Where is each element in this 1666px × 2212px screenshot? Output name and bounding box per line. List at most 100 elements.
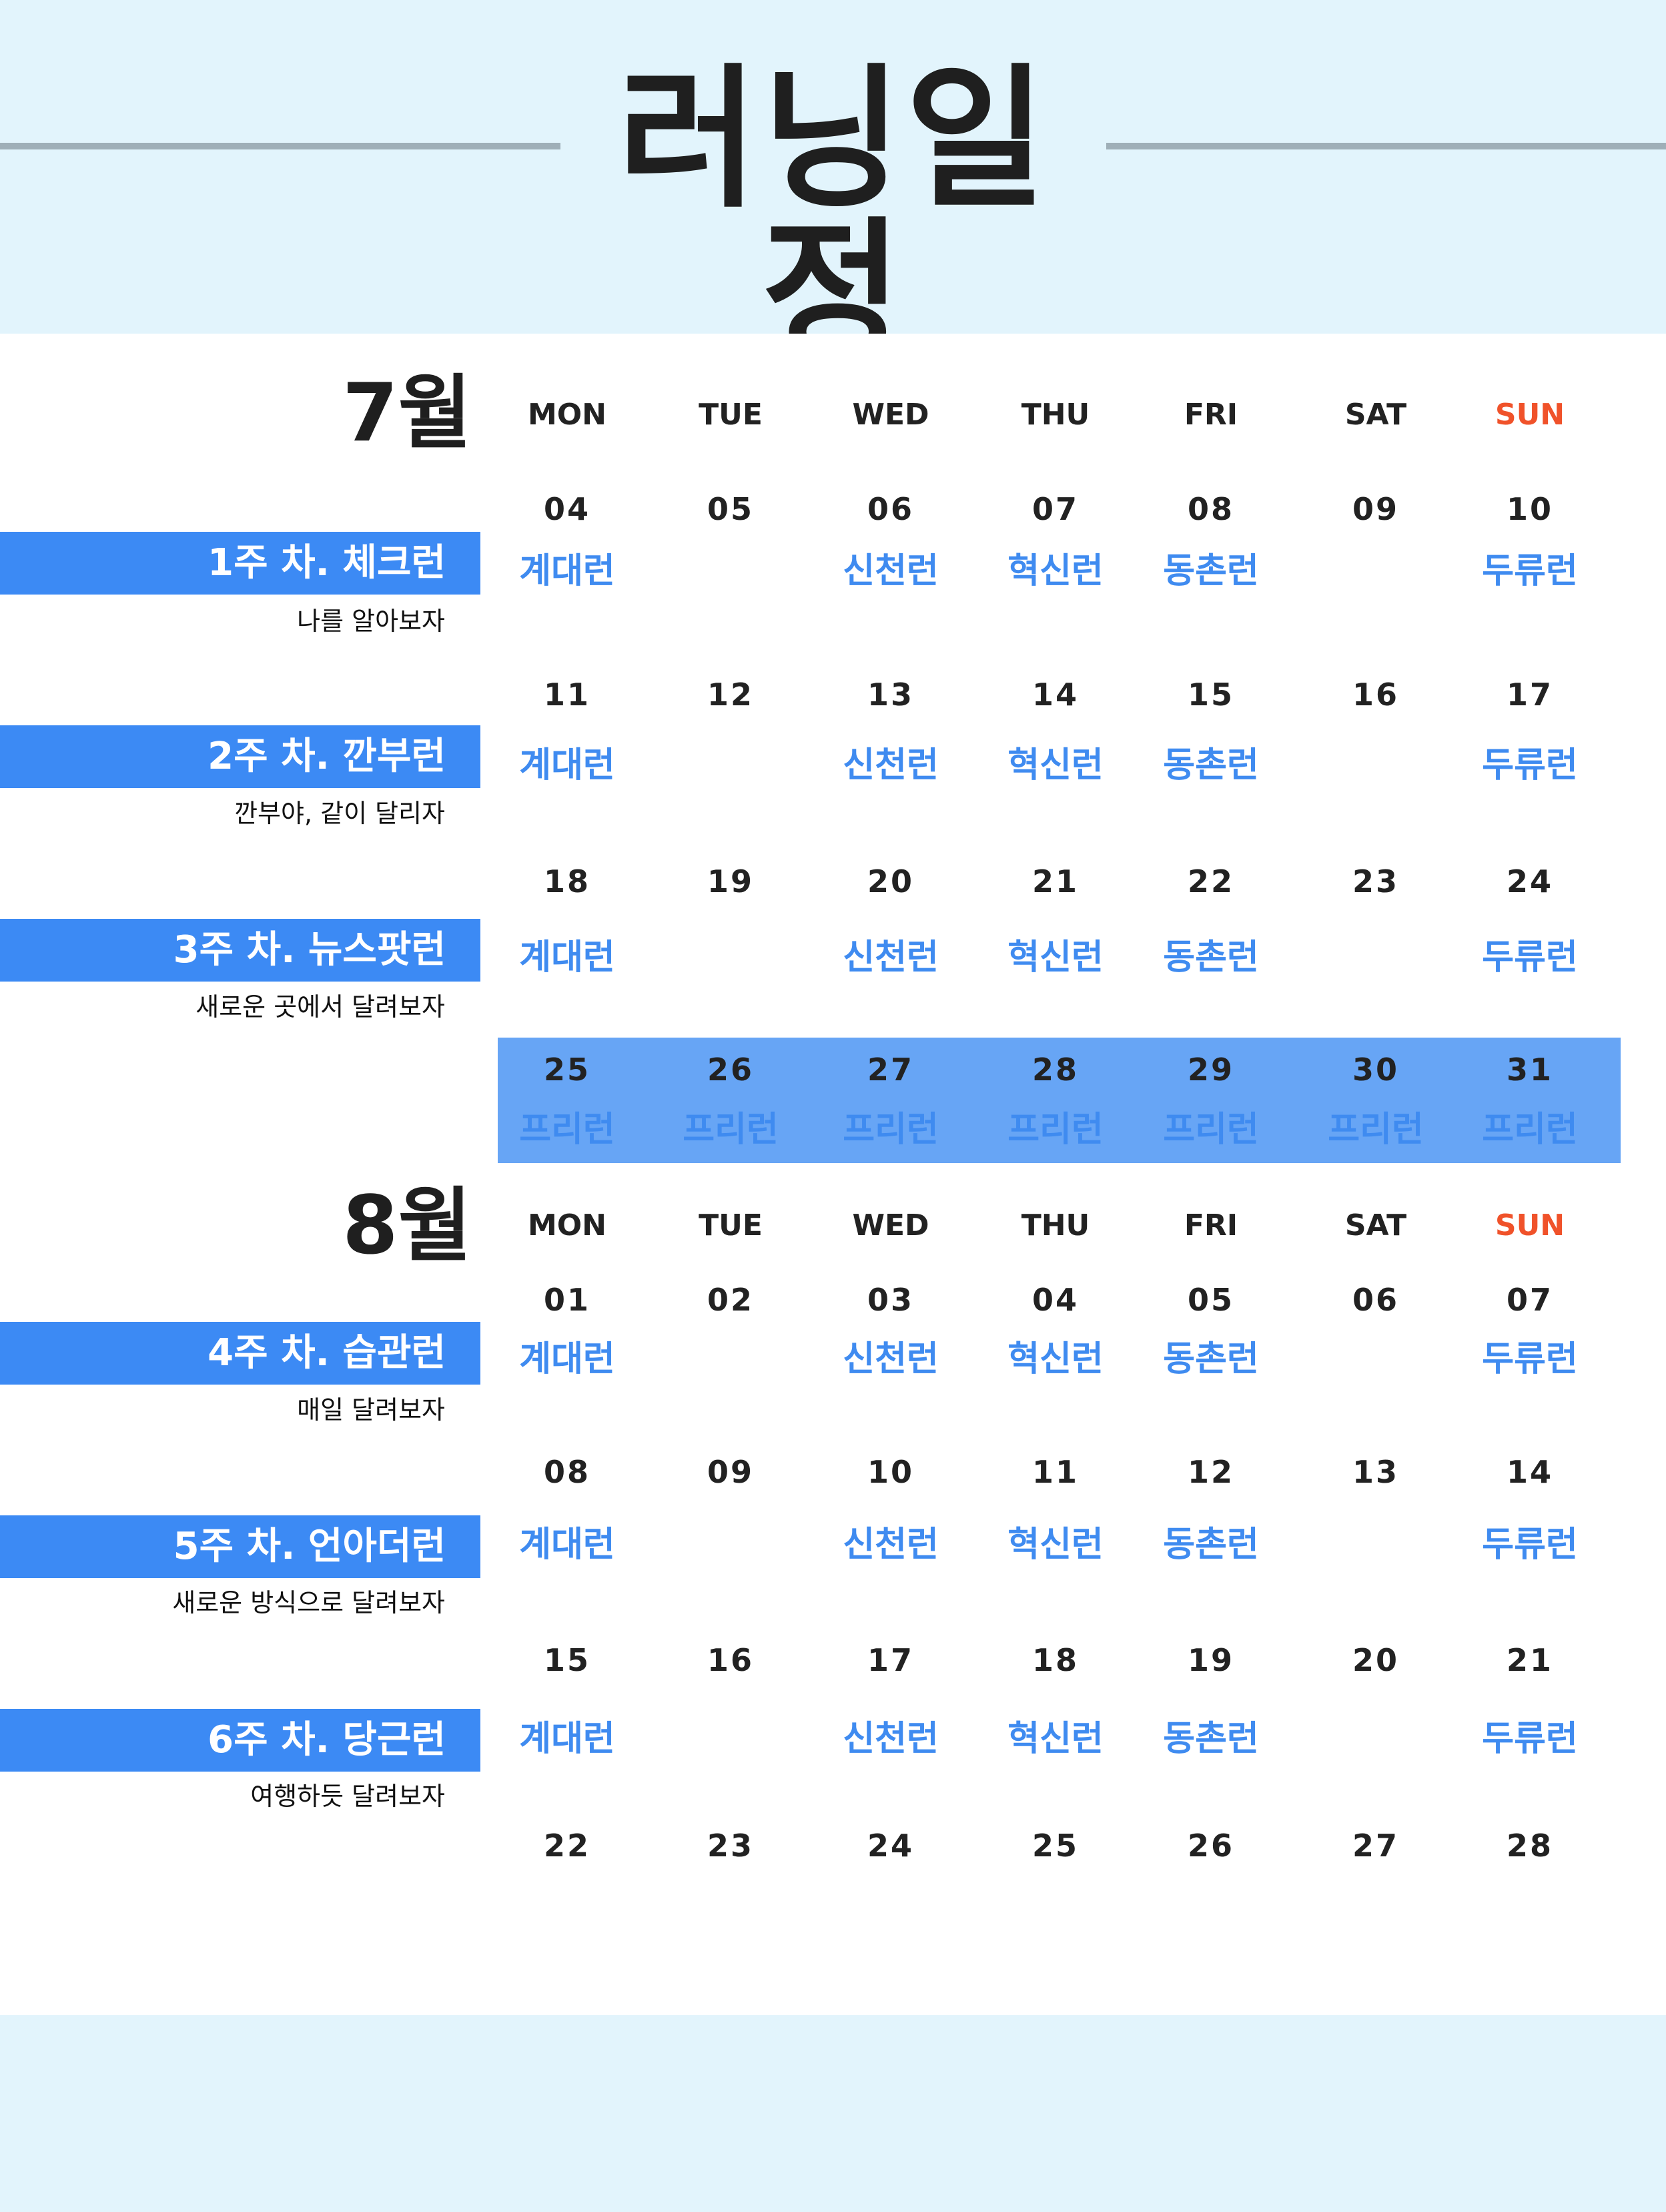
run-event[interactable]: 동촌런 [1163, 1339, 1259, 1379]
date-number: 10 [1506, 491, 1553, 527]
page-header: 러닝일정 [0, 0, 1666, 370]
header-divider-right [1106, 143, 1666, 149]
run-event[interactable]: 계대런 [519, 1719, 615, 1759]
date-number: 17 [867, 1642, 914, 1678]
date-number: 17 [1506, 677, 1553, 713]
run-event[interactable]: 혁신런 [1007, 1525, 1104, 1565]
run-event[interactable]: 신천런 [843, 745, 939, 785]
week-title-bar: 4주 차. 습관런 [0, 1322, 480, 1385]
free-run-event[interactable]: 프리런 [1482, 1110, 1578, 1150]
date-number: 18 [543, 863, 590, 899]
weekday-label: WED [852, 1208, 929, 1242]
weekday-label: SUN [1495, 398, 1565, 432]
week-subtitle: 새로운 곳에서 달려보자 [195, 992, 445, 1022]
run-event[interactable]: 혁신런 [1007, 551, 1104, 591]
date-number: 06 [1352, 1282, 1399, 1318]
run-event[interactable]: 동촌런 [1163, 1719, 1259, 1759]
free-run-event[interactable]: 프리런 [1328, 1110, 1424, 1150]
date-number: 11 [543, 677, 590, 713]
header-divider-left [0, 143, 560, 149]
date-number: 21 [1031, 863, 1079, 899]
date-number: 20 [1352, 1642, 1399, 1678]
run-event[interactable]: 계대런 [519, 745, 615, 785]
week-title-bar: 2주 차. 깐부런 [0, 725, 480, 788]
date-number: 19 [1187, 1642, 1234, 1678]
run-event[interactable]: 혁신런 [1007, 1719, 1104, 1759]
run-event[interactable]: 계대런 [519, 551, 615, 591]
run-event[interactable]: 두류런 [1482, 1719, 1578, 1759]
date-number: 25 [543, 1052, 590, 1088]
free-run-event[interactable]: 프리런 [519, 1110, 615, 1150]
run-event[interactable]: 신천런 [843, 1525, 939, 1565]
run-event[interactable]: 계대런 [519, 1339, 615, 1379]
weekday-label: TUE [699, 1208, 763, 1242]
date-number: 23 [1352, 863, 1399, 899]
free-run-event[interactable]: 프리런 [683, 1110, 779, 1150]
date-number: 09 [1352, 491, 1399, 527]
date-number: 25 [1031, 1828, 1079, 1864]
date-number: 15 [1187, 677, 1234, 713]
run-event[interactable]: 두류런 [1482, 938, 1578, 978]
week-subtitle: 깐부야, 같이 달리자 [234, 799, 445, 828]
weekday-label: THU [1021, 398, 1090, 432]
run-event[interactable]: 동촌런 [1163, 745, 1259, 785]
date-number: 22 [1187, 863, 1234, 899]
week-title: 6주 차. 당근런 [207, 1718, 446, 1762]
run-event[interactable]: 두류런 [1482, 551, 1578, 591]
date-number: 14 [1506, 1454, 1553, 1490]
date-number: 18 [1031, 1642, 1079, 1678]
date-number: 16 [707, 1642, 754, 1678]
run-event[interactable]: 신천런 [843, 1339, 939, 1379]
page-title: 러닝일정 [617, 51, 1050, 382]
run-event[interactable]: 신천런 [843, 1719, 939, 1759]
date-number: 29 [1187, 1052, 1234, 1088]
weekday-label: TUE [699, 398, 763, 432]
date-number: 04 [543, 491, 590, 527]
date-number: 27 [867, 1052, 914, 1088]
free-run-event[interactable]: 프리런 [843, 1110, 939, 1150]
date-number: 14 [1031, 677, 1079, 713]
date-number: 26 [1187, 1828, 1234, 1864]
weekday-label: FRI [1184, 398, 1238, 432]
weekday-label: SAT [1344, 1208, 1407, 1242]
date-number: 12 [707, 677, 754, 713]
free-run-event[interactable]: 프리런 [1007, 1110, 1104, 1150]
date-number: 11 [1031, 1454, 1079, 1490]
date-number: 07 [1031, 491, 1079, 527]
date-number: 09 [707, 1454, 754, 1490]
date-number: 08 [543, 1454, 590, 1490]
date-number: 24 [1506, 863, 1553, 899]
free-run-week-band [498, 1038, 1621, 1163]
run-event[interactable]: 계대런 [519, 1525, 615, 1565]
date-number: 07 [1506, 1282, 1553, 1318]
run-event[interactable]: 혁신런 [1007, 1339, 1104, 1379]
week-title-bar: 1주 차. 체크런 [0, 532, 480, 595]
run-event[interactable]: 동촌런 [1163, 938, 1259, 978]
date-number: 22 [543, 1828, 590, 1864]
week-subtitle: 매일 달려보자 [297, 1395, 445, 1425]
run-event[interactable]: 두류런 [1482, 1339, 1578, 1379]
run-event[interactable]: 두류런 [1482, 745, 1578, 785]
week-subtitle: 여행하듯 달려보자 [250, 1782, 445, 1811]
date-number: 13 [1352, 1454, 1399, 1490]
run-event[interactable]: 신천런 [843, 938, 939, 978]
week-title-bar: 6주 차. 당근런 [0, 1709, 480, 1772]
date-number: 19 [707, 863, 754, 899]
run-event[interactable]: 신천런 [843, 551, 939, 591]
run-event[interactable]: 두류런 [1482, 1525, 1578, 1565]
run-event[interactable]: 동촌런 [1163, 551, 1259, 591]
date-number: 16 [1352, 677, 1399, 713]
date-number: 06 [867, 491, 914, 527]
run-event[interactable]: 계대런 [519, 938, 615, 978]
run-event[interactable]: 동촌런 [1163, 1525, 1259, 1565]
date-number: 05 [707, 491, 754, 527]
date-number: 31 [1506, 1052, 1553, 1088]
date-number: 20 [867, 863, 914, 899]
week-title: 2주 차. 깐부런 [207, 735, 446, 778]
free-run-event[interactable]: 프리런 [1163, 1110, 1259, 1150]
month-label-july: 7월 [342, 367, 472, 460]
run-event[interactable]: 혁신런 [1007, 745, 1104, 785]
date-number: 21 [1506, 1642, 1553, 1678]
month-label-august: 8월 [342, 1180, 472, 1272]
run-event[interactable]: 혁신런 [1007, 938, 1104, 978]
